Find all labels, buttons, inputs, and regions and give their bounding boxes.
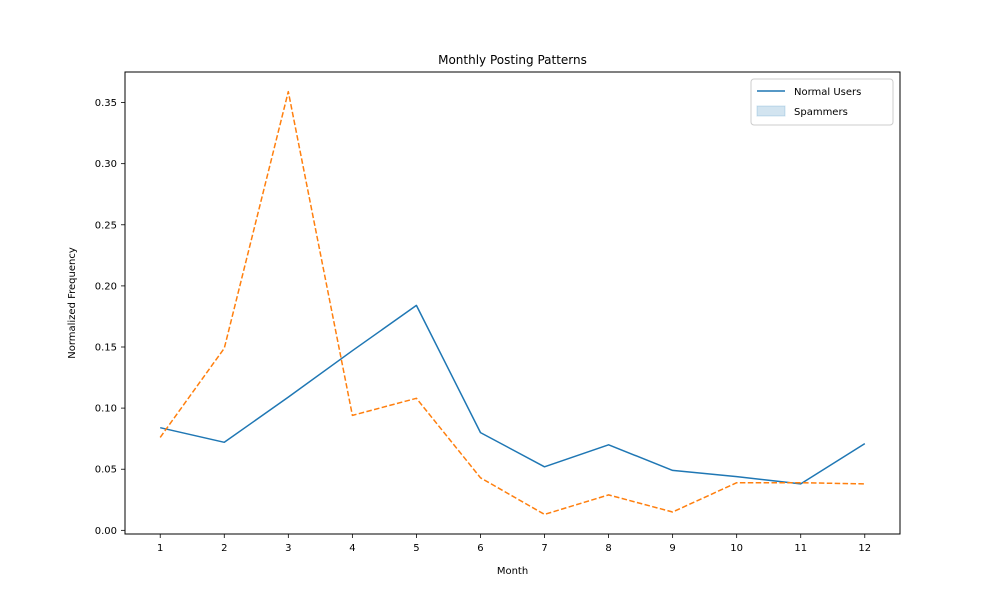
legend-label-normal-users: Normal Users bbox=[794, 87, 861, 98]
x-axis-label: Month bbox=[497, 566, 528, 577]
x-tick-label: 5 bbox=[413, 543, 419, 554]
chart-title: Monthly Posting Patterns bbox=[438, 53, 587, 67]
y-tick-label: 0.35 bbox=[95, 98, 117, 109]
y-tick-label: 0.15 bbox=[95, 343, 117, 354]
x-tick-label: 10 bbox=[730, 543, 743, 554]
legend: Normal Users Spammers bbox=[750, 78, 894, 126]
axes-frame bbox=[124, 71, 901, 535]
y-tick-label: 0.10 bbox=[95, 404, 117, 415]
plot-area bbox=[159, 90, 866, 516]
y-axis-label: Normalized Frequency bbox=[67, 247, 78, 359]
y-tick-label: 0.20 bbox=[95, 281, 117, 292]
x-tick-label: 4 bbox=[349, 543, 355, 554]
y-tick-label: 0.05 bbox=[95, 465, 117, 476]
legend-label-spammers: Spammers bbox=[794, 107, 848, 118]
x-tick-label: 1 bbox=[157, 543, 163, 554]
y-tick-label: 0.25 bbox=[95, 220, 117, 231]
y-tick-label: 0.00 bbox=[95, 526, 117, 537]
x-tick-label: 12 bbox=[858, 543, 871, 554]
x-axis: 1 2 3 4 5 6 7 8 9 10 11 12 bbox=[157, 534, 871, 554]
x-tick-label: 3 bbox=[285, 543, 291, 554]
x-tick-label: 6 bbox=[477, 543, 483, 554]
series-line-normal-users bbox=[160, 304, 866, 485]
x-tick-label: 7 bbox=[541, 543, 547, 554]
legend-swatch-spammers bbox=[756, 105, 786, 117]
x-tick-label: 11 bbox=[794, 543, 807, 554]
series-line-spammers bbox=[159, 90, 865, 516]
x-tick-label: 8 bbox=[605, 543, 611, 554]
x-tick-label: 2 bbox=[221, 543, 227, 554]
x-tick-label: 9 bbox=[669, 543, 675, 554]
legend-box bbox=[750, 78, 894, 126]
y-tick-label: 0.30 bbox=[95, 159, 117, 170]
y-axis: 0.00 0.05 0.10 0.15 0.20 0.25 0.30 0.35 bbox=[95, 98, 125, 537]
